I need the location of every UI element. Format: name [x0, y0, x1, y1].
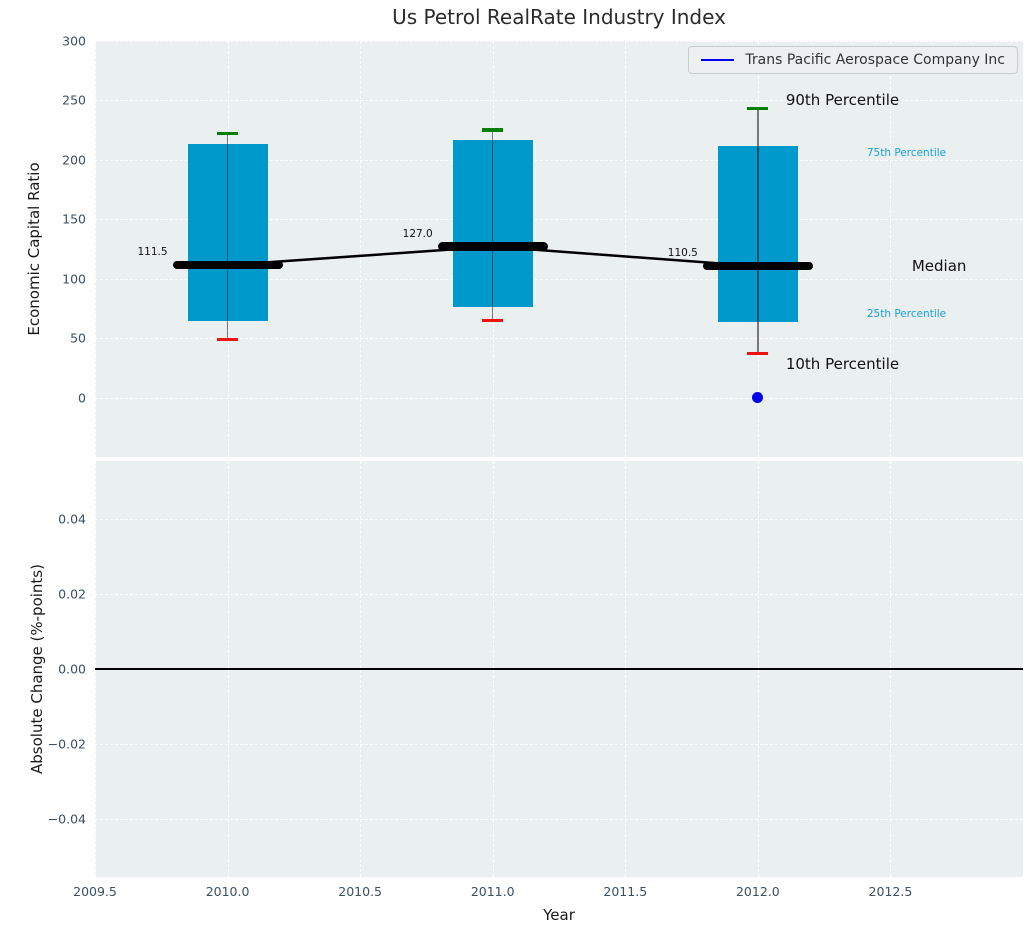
gridline-horizontal	[95, 818, 1023, 820]
median-value-annotation: 110.5	[667, 247, 698, 260]
zero-line	[95, 668, 1023, 670]
y-tick-label-top: 250	[62, 92, 86, 108]
p90-cap	[747, 106, 769, 111]
gridline-horizontal	[95, 41, 1023, 42]
top-axes: 111.5 127.0 110.5 90th Percentile 75th Perce…	[95, 41, 1023, 457]
median-segment	[172, 260, 283, 270]
label-25th-percentile: 25th Percentile	[866, 307, 947, 320]
p10-cap	[747, 352, 769, 356]
y-tick-label-top: 0	[78, 390, 86, 406]
y-axis-label-bottom: Absolute Change (%-points)	[28, 564, 46, 774]
median-value-annotation: 127.0	[402, 227, 433, 240]
y-tick-label-top: 300	[62, 33, 86, 49]
gridline-vertical	[890, 41, 892, 457]
median-value-annotation: 111.5	[137, 246, 168, 259]
gridline-horizontal	[95, 338, 1023, 340]
percentile-whisker	[757, 108, 759, 354]
gridline-horizontal	[95, 743, 1023, 745]
top-axes-plot-layer	[95, 41, 1023, 457]
label-75th-percentile: 75th Percentile	[866, 146, 947, 159]
percentile-whisker	[226, 133, 229, 340]
label-median: Median	[911, 256, 967, 275]
label-10th-percentile: 10th Percentile	[785, 354, 900, 373]
gridline-horizontal	[95, 397, 1023, 399]
y-tick-label-bottom: −0.04	[47, 811, 86, 827]
legend-label: Trans Pacific Aerospace Company Inc	[745, 52, 1005, 68]
x-tick-label: 2011.0	[470, 884, 515, 899]
gridline-horizontal	[95, 594, 1023, 596]
x-tick-label: 2011.5	[603, 884, 648, 899]
company-data-point	[752, 392, 764, 404]
label-90th-percentile: 90th Percentile	[785, 90, 900, 109]
x-axis-label: Year	[543, 906, 575, 924]
x-tick-label: 2010.0	[205, 884, 250, 899]
p10-cap	[482, 318, 504, 322]
gridline-vertical	[625, 41, 627, 457]
gridline-vertical	[95, 41, 96, 457]
legend: Trans Pacific Aerospace Company Inc	[688, 46, 1018, 74]
gridline-vertical	[360, 41, 362, 457]
gridline-horizontal	[95, 219, 1023, 221]
y-tick-label-bottom: 0.02	[58, 586, 86, 602]
p10-cap	[217, 337, 239, 341]
median-segment	[437, 242, 548, 251]
percentile-whisker	[491, 130, 494, 321]
gridline-horizontal	[95, 100, 1023, 102]
y-axis-label-top: Economic Capital Ratio	[25, 162, 43, 336]
x-tick-label: 2012.5	[868, 884, 913, 899]
y-tick-label-top: 150	[62, 211, 86, 227]
median-segment	[702, 261, 813, 271]
bottom-axes	[95, 461, 1023, 877]
y-tick-label-top: 100	[62, 271, 86, 287]
x-tick-label: 2012.0	[735, 884, 780, 899]
p90-cap	[482, 128, 504, 132]
x-tick-label: 2010.5	[338, 884, 383, 899]
p90-cap	[217, 131, 239, 136]
legend-line-swatch	[701, 58, 735, 62]
y-tick-label-bottom: 0.04	[58, 511, 86, 527]
top-axes-annotation-layer: 111.5 127.0 110.5 90th Percentile 75th Perce…	[95, 41, 1023, 457]
gridline-horizontal	[95, 519, 1023, 521]
chart-title: Us Petrol RealRate Industry Index	[392, 5, 726, 29]
gridline-horizontal	[95, 278, 1023, 280]
y-tick-label-bottom: 0.00	[58, 661, 86, 677]
x-tick-label: 2009.5	[73, 884, 117, 899]
y-tick-label-top: 200	[62, 152, 86, 168]
y-tick-label-bottom: −0.02	[47, 736, 86, 752]
gridline-horizontal	[95, 159, 1023, 161]
y-tick-label-top: 50	[70, 330, 86, 346]
